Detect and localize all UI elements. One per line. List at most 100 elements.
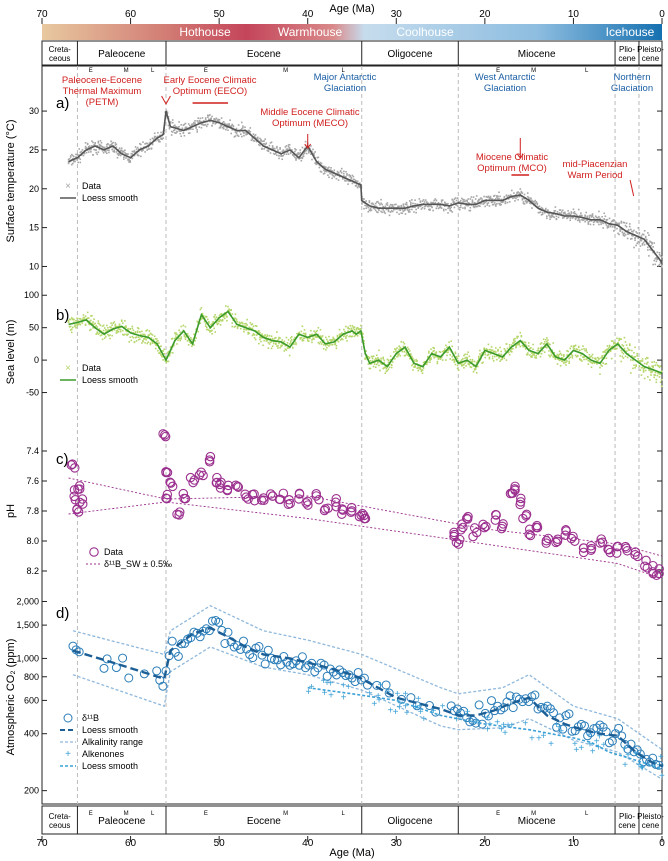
data-point <box>330 167 332 169</box>
data-point <box>87 146 90 148</box>
data-point <box>656 258 659 261</box>
data-point <box>69 325 72 328</box>
data-point <box>103 327 106 329</box>
ph-data-point <box>497 521 508 532</box>
data-point <box>225 313 227 316</box>
data-point <box>288 143 291 146</box>
top-tick-label: 30 <box>391 9 403 20</box>
ph-data-point <box>189 475 200 485</box>
data-point <box>484 205 487 208</box>
data-point <box>252 325 255 328</box>
data-point <box>113 149 116 152</box>
co2-boron-point <box>487 696 496 706</box>
data-point <box>641 358 644 360</box>
data-point <box>128 341 130 343</box>
data-point <box>405 201 408 204</box>
data-point <box>306 338 309 340</box>
co2-boron-point <box>301 663 310 673</box>
data-point <box>519 331 522 334</box>
data-point <box>278 342 280 345</box>
co2-alkenone-point: + <box>421 714 427 725</box>
data-point <box>125 153 127 155</box>
data-point <box>591 353 594 356</box>
data-point <box>351 335 354 338</box>
data-point <box>479 349 481 352</box>
alkalinity-range-lower <box>72 646 663 780</box>
data-point <box>452 358 455 361</box>
ph-envelope-line <box>68 501 663 579</box>
data-point <box>212 321 214 323</box>
data-point <box>97 320 100 322</box>
co2-boron-point <box>542 701 552 711</box>
data-point <box>82 154 85 157</box>
data-point <box>626 237 629 240</box>
data-point <box>653 376 656 379</box>
data-point <box>289 337 292 339</box>
ph-data-point <box>566 533 577 544</box>
data-point <box>610 220 613 223</box>
legend-alkenone-label: Alkenones <box>82 749 125 759</box>
data-point <box>72 157 74 160</box>
data-point <box>634 366 636 369</box>
data-point <box>187 343 190 346</box>
data-point <box>135 148 138 150</box>
data-point <box>478 356 480 359</box>
data-point <box>281 344 284 347</box>
data-point <box>255 330 258 333</box>
data-point <box>395 203 397 206</box>
data-point <box>573 211 576 213</box>
data-point <box>389 359 392 361</box>
data-point <box>294 336 296 339</box>
data-point <box>568 362 570 365</box>
data-point <box>402 203 405 206</box>
data-point <box>483 347 485 350</box>
data-point <box>360 327 362 330</box>
data-point <box>535 201 538 203</box>
data-point <box>148 330 151 332</box>
legend-boron-label: δ¹¹B <box>82 713 99 723</box>
data-point <box>114 323 117 326</box>
data-point <box>155 338 158 340</box>
data-point <box>87 323 90 325</box>
data-point <box>649 379 651 381</box>
data-point <box>611 220 614 223</box>
data-point <box>183 123 186 126</box>
data-point <box>230 125 232 127</box>
data-point <box>331 177 333 180</box>
data-point <box>391 210 394 213</box>
data-point <box>599 217 601 220</box>
co2-boron-point <box>552 722 562 732</box>
data-point <box>321 341 324 344</box>
data-point <box>438 206 441 209</box>
data-point <box>246 133 248 136</box>
data-point <box>451 355 454 358</box>
data-point <box>427 202 429 205</box>
data-point <box>355 183 358 185</box>
data-point <box>582 345 584 347</box>
data-point <box>389 355 392 357</box>
data-point <box>80 319 83 322</box>
data-point <box>160 137 162 139</box>
data-point <box>239 327 242 330</box>
data-point <box>498 202 500 205</box>
ph-data-point <box>222 485 233 496</box>
subepoch-label: E <box>204 68 208 74</box>
data-point <box>276 154 278 157</box>
data-point <box>288 147 291 149</box>
data-point <box>642 368 645 370</box>
data-point <box>210 330 212 332</box>
data-point <box>588 216 591 219</box>
data-point <box>217 118 220 121</box>
data-point <box>500 358 502 361</box>
data-point <box>340 338 343 340</box>
data-point <box>422 199 425 201</box>
data-point <box>655 381 658 384</box>
data-point <box>75 326 77 329</box>
data-point <box>628 223 631 225</box>
data-point <box>89 145 91 147</box>
data-point <box>136 330 139 332</box>
co2-alkenone-point: + <box>309 682 315 693</box>
ph-data-point <box>196 467 206 478</box>
data-point <box>352 175 355 178</box>
data-point <box>503 196 506 198</box>
